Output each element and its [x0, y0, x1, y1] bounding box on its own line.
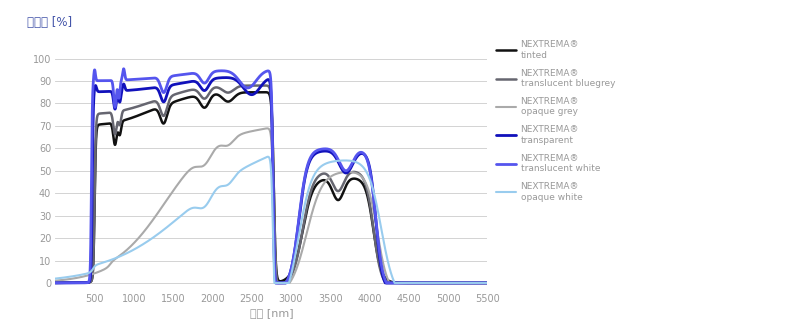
NEXTREMA®
opaque white: [402, 281, 411, 285]
NEXTREMA®
opaque grey: [271, 281, 281, 285]
NEXTREMA®
opaque white: [299, 207, 309, 211]
Line: NEXTREMA®
opaque white: NEXTREMA® opaque white: [55, 157, 487, 283]
NEXTREMA®
opaque white: [50, 277, 60, 281]
NEXTREMA®
translucent white: [270, 281, 280, 285]
NEXTREMA®
opaque grey: [262, 126, 272, 130]
NEXTREMA®
opaque white: [242, 165, 251, 169]
NEXTREMA®
opaque grey: [482, 281, 492, 285]
NEXTREMA®
opaque grey: [381, 272, 390, 276]
NEXTREMA®
opaque grey: [402, 281, 411, 285]
NEXTREMA®
tinted: [242, 90, 251, 94]
NEXTREMA®
translucent bluegrey: [402, 281, 411, 285]
NEXTREMA®
opaque grey: [398, 281, 407, 285]
NEXTREMA®
opaque white: [270, 281, 279, 285]
NEXTREMA®
tinted: [398, 281, 407, 285]
Line: NEXTREMA®
translucent white: NEXTREMA® translucent white: [55, 69, 487, 283]
NEXTREMA®
translucent white: [299, 181, 309, 185]
NEXTREMA®
translucent bluegrey: [381, 281, 390, 285]
Legend: NEXTREMA®
tinted, NEXTREMA®
translucent bluegrey, NEXTREMA®
opaque grey, NEXTREM: NEXTREMA® tinted, NEXTREMA® translucent …: [496, 40, 615, 202]
NEXTREMA®
tinted: [74, 280, 84, 284]
NEXTREMA®
opaque white: [398, 281, 407, 285]
NEXTREMA®
tinted: [482, 281, 492, 285]
NEXTREMA®
translucent white: [398, 281, 407, 285]
Text: 투과율 [%]: 투과율 [%]: [27, 16, 72, 29]
Line: NEXTREMA®
opaque grey: NEXTREMA® opaque grey: [55, 128, 487, 283]
NEXTREMA®
translucent white: [242, 86, 251, 90]
NEXTREMA®
translucent white: [50, 281, 60, 285]
NEXTREMA®
tinted: [299, 223, 309, 227]
X-axis label: 파장 [nm]: 파장 [nm]: [250, 308, 293, 318]
NEXTREMA®
opaque white: [482, 281, 492, 285]
NEXTREMA®
translucent bluegrey: [260, 84, 270, 88]
NEXTREMA®
tinted: [50, 281, 60, 285]
NEXTREMA®
transparent: [50, 281, 60, 285]
NEXTREMA®
translucent white: [482, 281, 492, 285]
NEXTREMA®
translucent bluegrey: [242, 84, 251, 88]
NEXTREMA®
translucent white: [119, 67, 129, 71]
NEXTREMA®
tinted: [260, 90, 270, 94]
NEXTREMA®
opaque grey: [242, 131, 251, 135]
NEXTREMA®
transparent: [221, 76, 230, 80]
NEXTREMA®
opaque white: [74, 273, 84, 277]
NEXTREMA®
transparent: [381, 281, 390, 285]
Line: NEXTREMA®
translucent bluegrey: NEXTREMA® translucent bluegrey: [55, 86, 487, 283]
Line: NEXTREMA®
transparent: NEXTREMA® transparent: [55, 78, 487, 283]
NEXTREMA®
transparent: [398, 281, 407, 285]
NEXTREMA®
translucent bluegrey: [299, 222, 309, 226]
NEXTREMA®
translucent white: [402, 281, 411, 285]
NEXTREMA®
opaque white: [381, 250, 390, 254]
NEXTREMA®
opaque grey: [299, 243, 309, 247]
NEXTREMA®
translucent bluegrey: [273, 281, 282, 285]
NEXTREMA®
transparent: [242, 89, 251, 93]
NEXTREMA®
tinted: [454, 281, 463, 285]
NEXTREMA®
translucent bluegrey: [398, 281, 407, 285]
NEXTREMA®
opaque white: [263, 155, 273, 159]
NEXTREMA®
translucent white: [381, 280, 390, 284]
NEXTREMA®
transparent: [271, 281, 281, 285]
NEXTREMA®
translucent bluegrey: [482, 281, 492, 285]
NEXTREMA®
opaque grey: [50, 279, 60, 283]
NEXTREMA®
translucent bluegrey: [74, 281, 84, 285]
NEXTREMA®
tinted: [381, 276, 390, 280]
NEXTREMA®
translucent bluegrey: [50, 281, 60, 285]
NEXTREMA®
transparent: [482, 281, 492, 285]
NEXTREMA®
tinted: [402, 281, 411, 285]
Line: NEXTREMA®
tinted: NEXTREMA® tinted: [55, 92, 487, 283]
NEXTREMA®
transparent: [74, 281, 84, 285]
NEXTREMA®
translucent white: [74, 281, 84, 285]
NEXTREMA®
transparent: [402, 281, 411, 285]
NEXTREMA®
transparent: [299, 183, 309, 187]
NEXTREMA®
opaque grey: [74, 275, 84, 279]
